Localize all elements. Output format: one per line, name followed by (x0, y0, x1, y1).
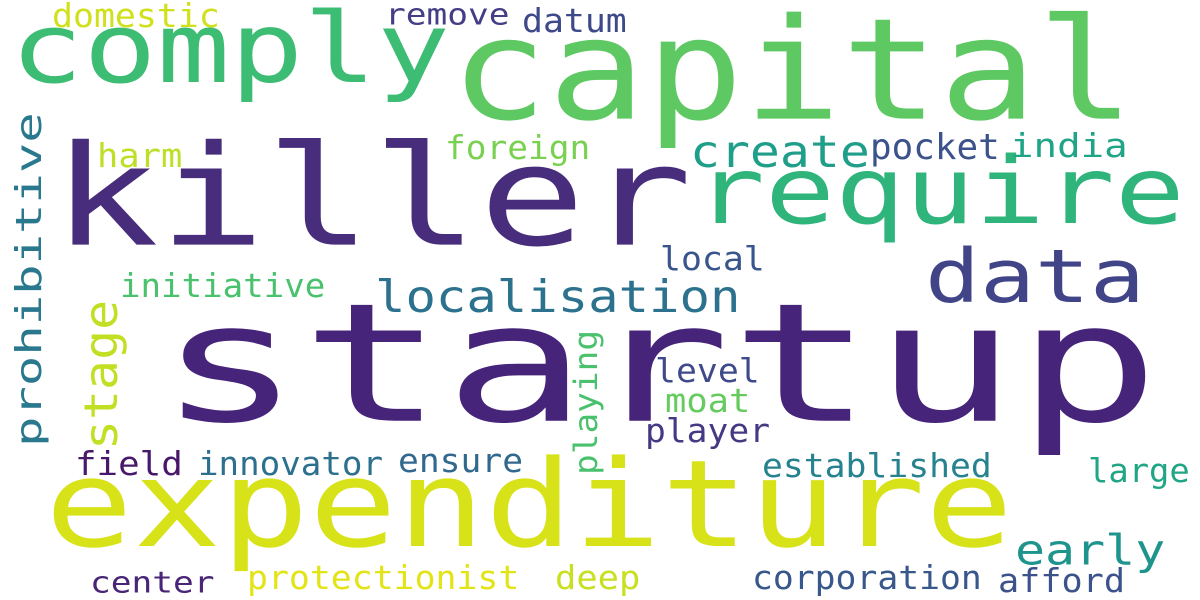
word-deep: deep (555, 559, 641, 597)
word-center: center (90, 565, 215, 600)
word-playing: playing (567, 329, 605, 475)
word-initiative: initiative (120, 267, 326, 305)
word-ensure: ensure (398, 442, 524, 480)
word-pocket: pocket (870, 127, 1000, 168)
word-create: create (690, 126, 870, 178)
word-level: level (655, 352, 760, 390)
word-early: early (1015, 526, 1166, 575)
word-harm: harm (97, 137, 183, 175)
word-datum: datum (522, 2, 627, 40)
word-large: large (1088, 452, 1190, 490)
word-expenditure: expenditure (45, 434, 1014, 575)
word-established: established (762, 447, 992, 485)
word-killer: killer (52, 116, 693, 279)
word-capital: capital (450, 0, 1135, 153)
word-prohibitive: prohibitive (8, 112, 50, 447)
word-corporation: corporation (752, 559, 982, 597)
word-data: data (925, 233, 1145, 320)
word-remove: remove (385, 0, 510, 33)
word-foreign: foreign (445, 129, 591, 167)
word-stage: stage (73, 299, 128, 450)
word-local: local (660, 240, 765, 278)
word-india: india (1010, 127, 1128, 165)
word-protectionist: protectionist (247, 559, 520, 597)
word-afford: afford (998, 562, 1126, 600)
word-field: field (75, 445, 183, 483)
word-localisation: localisation (375, 271, 741, 323)
word-require: require (695, 137, 1185, 245)
word-innovator: innovator (198, 445, 384, 483)
word-player: player (645, 412, 771, 450)
word-domestic: domestic (52, 0, 220, 35)
word-moat: moat (665, 382, 751, 420)
word-startup: startup (158, 267, 1160, 460)
word-comply: comply (10, 0, 451, 106)
